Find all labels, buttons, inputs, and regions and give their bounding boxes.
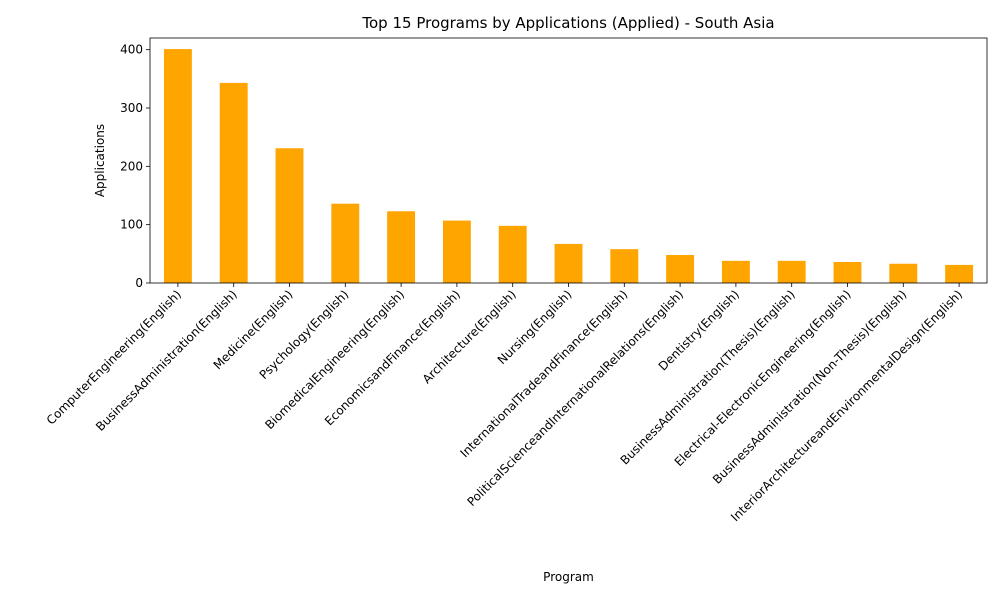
bar — [777, 260, 806, 283]
x-tick-label: BusinessAdministration(Non-Thesis)(Engli… — [710, 287, 909, 486]
y-tick-label: 400 — [120, 43, 143, 57]
bars-group — [163, 49, 974, 284]
x-tick-label: Architecture(English) — [420, 287, 519, 386]
bar — [945, 264, 974, 283]
x-axis-label: Program — [543, 570, 594, 584]
bar — [498, 225, 527, 283]
x-tick-label: PoliticalScienceandInternationalRelation… — [464, 287, 686, 509]
bar — [331, 203, 360, 283]
chart-title: Top 15 Programs by Applications (Applied… — [361, 14, 774, 32]
y-tick-label: 200 — [120, 159, 143, 173]
bar — [275, 148, 304, 283]
plot-frame — [149, 37, 988, 284]
y-axis-label: Applications — [93, 124, 107, 197]
bar — [833, 262, 862, 283]
y-axis: 0 100 200 300 400 — [120, 43, 150, 290]
bar — [721, 260, 750, 283]
bar — [889, 263, 918, 283]
bar — [442, 220, 471, 283]
bar — [163, 49, 192, 284]
bar — [666, 255, 695, 283]
y-tick-label: 300 — [120, 101, 143, 115]
bar — [610, 249, 639, 283]
bar — [219, 82, 248, 284]
x-axis: ComputerEngineering(English)BusinessAdmi… — [44, 283, 965, 524]
bar — [554, 243, 583, 283]
bar — [387, 211, 416, 283]
y-tick-label: 100 — [120, 218, 143, 232]
y-tick-label: 0 — [135, 276, 143, 290]
